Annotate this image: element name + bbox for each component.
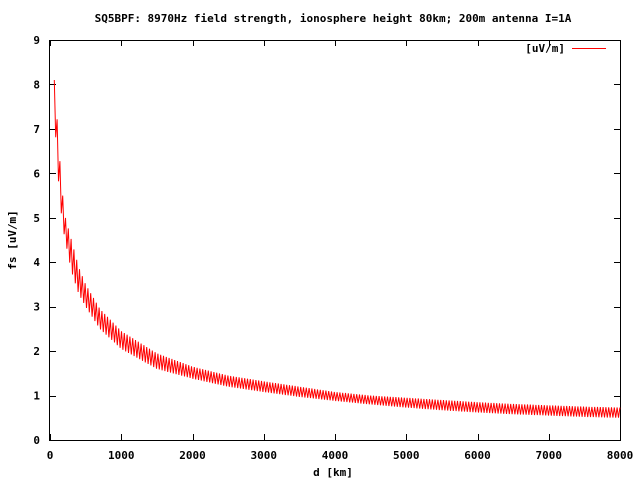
x-tick-label: 6000 [464, 449, 491, 462]
series-line [53, 79, 621, 418]
x-tick-label: 0 [47, 449, 54, 462]
legend: [uV/m] [525, 42, 606, 55]
y-tick-label: 0 [33, 434, 40, 447]
plot-area-border [49, 40, 621, 441]
y-tick-label: 5 [33, 212, 40, 225]
chart-title: SQ5BPF: 8970Hz field strength, ionospher… [95, 12, 572, 25]
y-tick-label: 4 [33, 256, 40, 269]
x-axis: 0 1000 2000 3000 4000 5000 6000 7000 8000 [47, 40, 634, 462]
y-axis-label: fs [uV/m] [6, 210, 19, 270]
series-layer [53, 79, 621, 418]
y-tick-label: 8 [33, 78, 40, 91]
x-tick-label: 8000 [607, 449, 634, 462]
x-tick-label: 4000 [322, 449, 349, 462]
y-tick-label: 1 [33, 390, 40, 403]
y-axis: 0 1 2 3 4 5 6 7 8 9 [33, 34, 620, 447]
y-tick-label: 3 [33, 301, 40, 314]
y-tick-label: 6 [33, 167, 40, 180]
x-tick-label: 2000 [179, 449, 206, 462]
x-tick-label: 7000 [536, 449, 563, 462]
y-tick-label: 9 [33, 34, 40, 47]
x-tick-label: 5000 [393, 449, 420, 462]
x-axis-label: d [km] [313, 466, 353, 479]
y-tick-label: 2 [33, 345, 40, 358]
x-tick-label: 1000 [108, 449, 135, 462]
y-tick-label: 7 [33, 123, 40, 136]
legend-label: [uV/m] [525, 42, 565, 55]
x-tick-label: 3000 [251, 449, 278, 462]
